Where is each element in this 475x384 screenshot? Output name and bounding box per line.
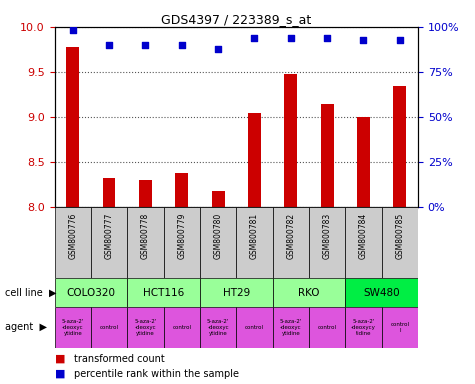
Bar bbox=[381, 207, 418, 278]
Bar bbox=[55, 307, 91, 348]
Bar bbox=[248, 113, 261, 207]
Bar bbox=[139, 180, 152, 207]
Bar bbox=[309, 307, 345, 348]
Bar bbox=[273, 278, 345, 307]
Bar bbox=[381, 307, 418, 348]
Text: cell line  ▶: cell line ▶ bbox=[5, 288, 56, 298]
Point bbox=[323, 35, 331, 41]
Bar bbox=[212, 191, 225, 207]
Text: control: control bbox=[172, 325, 191, 330]
Bar bbox=[127, 207, 163, 278]
Text: GSM800784: GSM800784 bbox=[359, 213, 368, 259]
Bar bbox=[285, 74, 297, 207]
Point bbox=[69, 27, 76, 33]
Text: control: control bbox=[100, 325, 119, 330]
Text: HCT116: HCT116 bbox=[143, 288, 184, 298]
Bar bbox=[200, 207, 237, 278]
Point bbox=[396, 36, 404, 43]
Bar bbox=[393, 86, 406, 207]
Bar bbox=[273, 207, 309, 278]
Bar bbox=[127, 307, 163, 348]
Text: GSM800779: GSM800779 bbox=[177, 213, 186, 260]
Bar bbox=[273, 307, 309, 348]
Text: ■: ■ bbox=[55, 354, 65, 364]
Text: GSM800781: GSM800781 bbox=[250, 213, 259, 259]
Text: control: control bbox=[245, 325, 264, 330]
Point bbox=[142, 42, 149, 48]
Text: 5-aza-2'
-deoxyc
ytidine: 5-aza-2' -deoxyc ytidine bbox=[134, 319, 157, 336]
Bar bbox=[357, 117, 370, 207]
Text: GSM800785: GSM800785 bbox=[395, 213, 404, 259]
Text: percentile rank within the sample: percentile rank within the sample bbox=[74, 369, 238, 379]
Bar bbox=[66, 47, 79, 207]
Text: 5-aza-2'
-deoxyc
ytidine: 5-aza-2' -deoxyc ytidine bbox=[207, 319, 229, 336]
Bar bbox=[321, 104, 333, 207]
Point bbox=[178, 42, 186, 48]
Bar bbox=[55, 278, 127, 307]
Text: agent  ▶: agent ▶ bbox=[5, 322, 47, 333]
Point bbox=[251, 35, 258, 41]
Bar bbox=[175, 173, 188, 207]
Text: GSM800777: GSM800777 bbox=[104, 213, 114, 260]
Text: RKO: RKO bbox=[298, 288, 320, 298]
Bar bbox=[345, 278, 418, 307]
Text: COLO320: COLO320 bbox=[66, 288, 115, 298]
Bar bbox=[237, 207, 273, 278]
Bar bbox=[237, 307, 273, 348]
Text: control: control bbox=[318, 325, 337, 330]
Bar bbox=[91, 307, 127, 348]
Bar bbox=[163, 207, 200, 278]
Text: GSM800776: GSM800776 bbox=[68, 213, 77, 260]
Bar bbox=[55, 207, 91, 278]
Bar bbox=[163, 307, 200, 348]
Text: HT29: HT29 bbox=[223, 288, 250, 298]
Text: transformed count: transformed count bbox=[74, 354, 164, 364]
Title: GDS4397 / 223389_s_at: GDS4397 / 223389_s_at bbox=[161, 13, 312, 26]
Point bbox=[360, 36, 367, 43]
Text: 5-aza-2'
-deoxyc
ytidine: 5-aza-2' -deoxyc ytidine bbox=[62, 319, 84, 336]
Point bbox=[287, 35, 294, 41]
Point bbox=[214, 45, 222, 51]
Text: 5-aza-2'
-deoxyc
ytidine: 5-aza-2' -deoxyc ytidine bbox=[280, 319, 302, 336]
Bar bbox=[309, 207, 345, 278]
Bar bbox=[91, 207, 127, 278]
Bar bbox=[345, 307, 381, 348]
Point bbox=[105, 42, 113, 48]
Text: SW480: SW480 bbox=[363, 288, 400, 298]
Bar bbox=[345, 207, 381, 278]
Text: ■: ■ bbox=[55, 369, 65, 379]
Bar bbox=[127, 278, 200, 307]
Text: GSM800780: GSM800780 bbox=[214, 213, 223, 259]
Text: GSM800778: GSM800778 bbox=[141, 213, 150, 259]
Text: GSM800782: GSM800782 bbox=[286, 213, 295, 259]
Text: GSM800783: GSM800783 bbox=[323, 213, 332, 259]
Text: 5-aza-2'
-deoxycy
tidine: 5-aza-2' -deoxycy tidine bbox=[351, 319, 376, 336]
Bar bbox=[200, 307, 237, 348]
Bar bbox=[103, 177, 115, 207]
Bar bbox=[200, 278, 273, 307]
Text: control
l: control l bbox=[390, 322, 409, 333]
